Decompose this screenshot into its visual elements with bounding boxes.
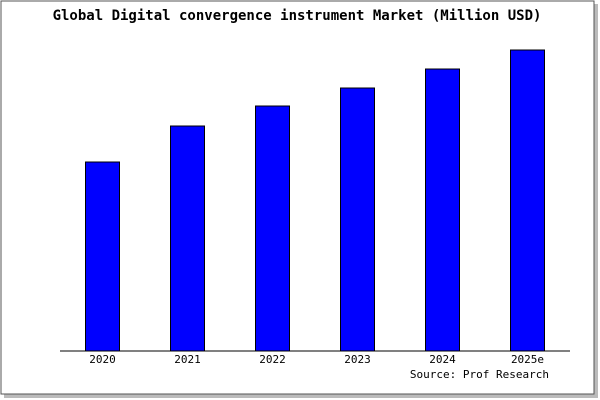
bar [340,87,375,352]
x-tick-label: 2021 [174,353,201,366]
x-tick-label: 2025e [511,353,544,366]
bar [85,161,120,352]
x-tick-label: 2020 [89,353,116,366]
chart-title: Global Digital convergence instrument Ma… [53,8,542,24]
bar [170,125,205,352]
x-tick-label: 2024 [429,353,456,366]
bar [255,105,290,352]
x-tick-label: 2023 [344,353,371,366]
bar [425,68,460,352]
x-tick-label: 2022 [259,353,286,366]
bar [510,49,545,352]
source-note: Source: Prof Research [410,368,549,381]
